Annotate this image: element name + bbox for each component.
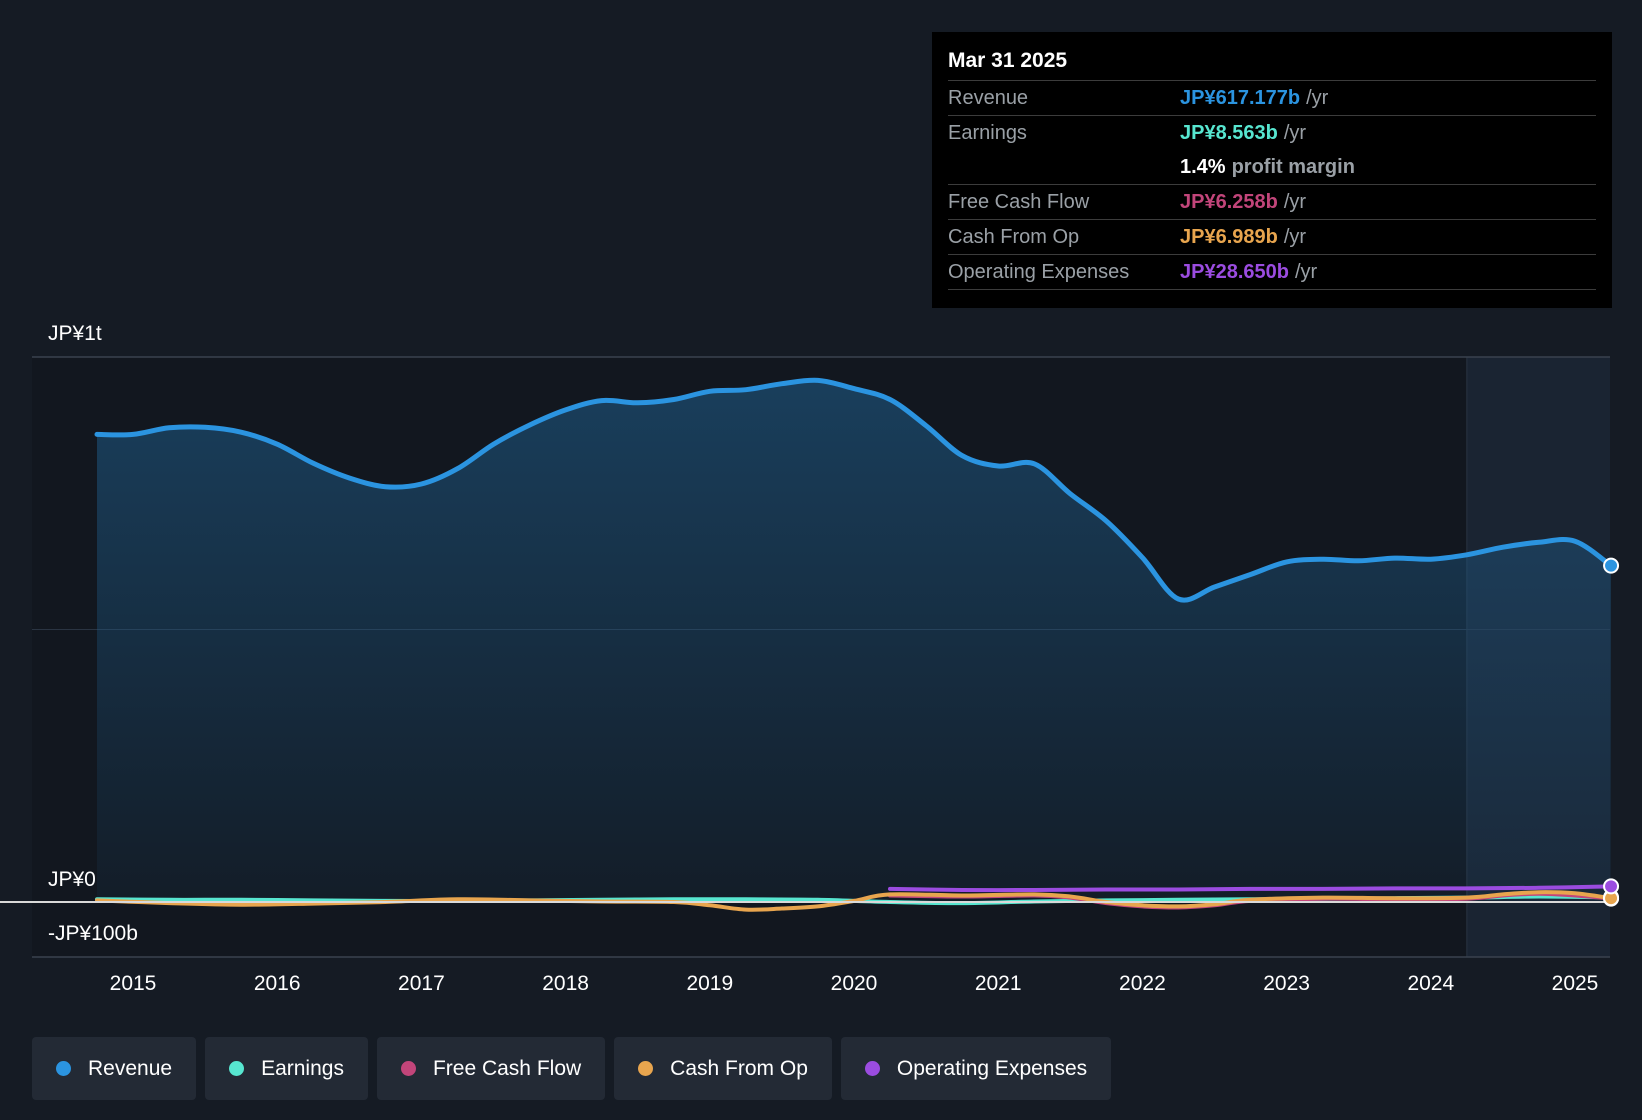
cash-from-op-line: [95, 890, 1613, 912]
tooltip-row-cfo: Cash From Op JP¥6.989b /yr: [948, 219, 1596, 254]
tooltip-cfo-value: JP¥6.989b: [1180, 225, 1278, 248]
tooltip-cfo-unit: /yr: [1283, 225, 1307, 248]
tooltip-earnings-label: Earnings: [948, 121, 1027, 144]
x-tick-label-2021: 2021: [975, 972, 1022, 995]
operating-expenses-endpoint-marker: [1603, 878, 1620, 895]
tooltip-divider: [948, 289, 1596, 290]
legend-label-free-cash-flow: Free Cash Flow: [432, 1056, 582, 1080]
legend-item-cash-from-op[interactable]: Cash From Op: [614, 1037, 832, 1100]
x-tick-label-2022: 2022: [1119, 972, 1166, 995]
x-tick-label-2017: 2017: [398, 972, 445, 995]
free-cash-flow-dot-icon: [400, 1061, 416, 1076]
tooltip-margin-value: 1.4%: [1180, 155, 1226, 178]
legend-item-free-cash-flow[interactable]: Free Cash Flow: [376, 1037, 606, 1100]
x-tick-label-2016: 2016: [254, 972, 301, 995]
tooltip-fcf-value: JP¥6.258b: [1180, 190, 1278, 213]
tooltip-row-earnings: Earnings JP¥8.563b /yr: [948, 115, 1596, 150]
tooltip-row-opex: Operating Expenses JP¥28.650b /yr: [948, 254, 1596, 289]
revenue-area: [97, 380, 1611, 902]
x-tick-label-2023: 2023: [1263, 972, 1310, 995]
x-tick-label-2019: 2019: [686, 972, 733, 995]
legend-label-cash-from-op: Cash From Op: [670, 1056, 808, 1080]
tooltip-row-margin: 1.4% profit margin: [948, 150, 1596, 184]
revenue-dot-icon: [56, 1061, 71, 1076]
revenue-line: [94, 377, 1614, 603]
x-tick-label-2024: 2024: [1407, 972, 1454, 995]
chart-legend: Revenue Earnings Free Cash Flow Cash Fro…: [32, 1037, 1112, 1100]
tooltip-opex-value: JP¥28.650b: [1180, 260, 1289, 283]
legend-label-operating-expenses: Operating Expenses: [896, 1056, 1088, 1080]
earnings-dot-icon: [229, 1061, 245, 1076]
tooltip-revenue-label: Revenue: [948, 86, 1029, 109]
x-tick-label-2015: 2015: [110, 972, 157, 995]
tooltip-fcf-label: Free Cash Flow: [948, 190, 1090, 213]
y-axis-label-top: JP¥1t: [48, 322, 102, 345]
legend-label-earnings: Earnings: [261, 1056, 344, 1080]
tooltip-row-revenue: Revenue JP¥617.177b /yr: [948, 80, 1596, 115]
tooltip-row-fcf: Free Cash Flow JP¥6.258b /yr: [948, 184, 1596, 219]
cash-from-op-dot-icon: [638, 1061, 654, 1076]
y-axis-label-zero: JP¥0: [48, 868, 96, 891]
tooltip-panel: Mar 31 2025 Revenue JP¥617.177b /yr Earn…: [932, 32, 1612, 308]
tooltip-margin-label: profit margin: [1231, 155, 1355, 178]
tooltip-cfo-label: Cash From Op: [948, 225, 1080, 248]
legend-item-revenue[interactable]: Revenue: [32, 1037, 197, 1100]
tooltip-revenue-unit: /yr: [1306, 86, 1329, 109]
y-axis-label-bottom: -JP¥100b: [48, 922, 138, 945]
tooltip-opex-label: Operating Expenses: [948, 260, 1130, 283]
x-tick-label-2020: 2020: [831, 972, 878, 995]
x-tick-label-2025: 2025: [1552, 972, 1599, 995]
x-tick-label-2018: 2018: [542, 972, 589, 995]
revenue-endpoint-marker: [1603, 557, 1620, 574]
legend-label-revenue: Revenue: [88, 1056, 173, 1080]
legend-item-operating-expenses[interactable]: Operating Expenses: [840, 1037, 1112, 1100]
operating-expenses-dot-icon: [864, 1061, 880, 1076]
legend-item-earnings[interactable]: Earnings: [205, 1037, 368, 1100]
tooltip-opex-unit: /yr: [1294, 260, 1318, 283]
tooltip-earnings-unit: /yr: [1283, 121, 1307, 144]
tooltip-earnings-value: JP¥8.563b: [1180, 121, 1278, 144]
tooltip-fcf-unit: /yr: [1283, 190, 1307, 213]
tooltip-revenue-value: JP¥617.177b: [1180, 86, 1301, 109]
operating-expenses-line: [888, 884, 1613, 893]
tooltip-date: Mar 31 2025: [948, 49, 1068, 72]
financial-chart: JP¥1t JP¥0 -JP¥100b 2015 2016 2017 2018 2019 202…: [0, 322, 1620, 995]
